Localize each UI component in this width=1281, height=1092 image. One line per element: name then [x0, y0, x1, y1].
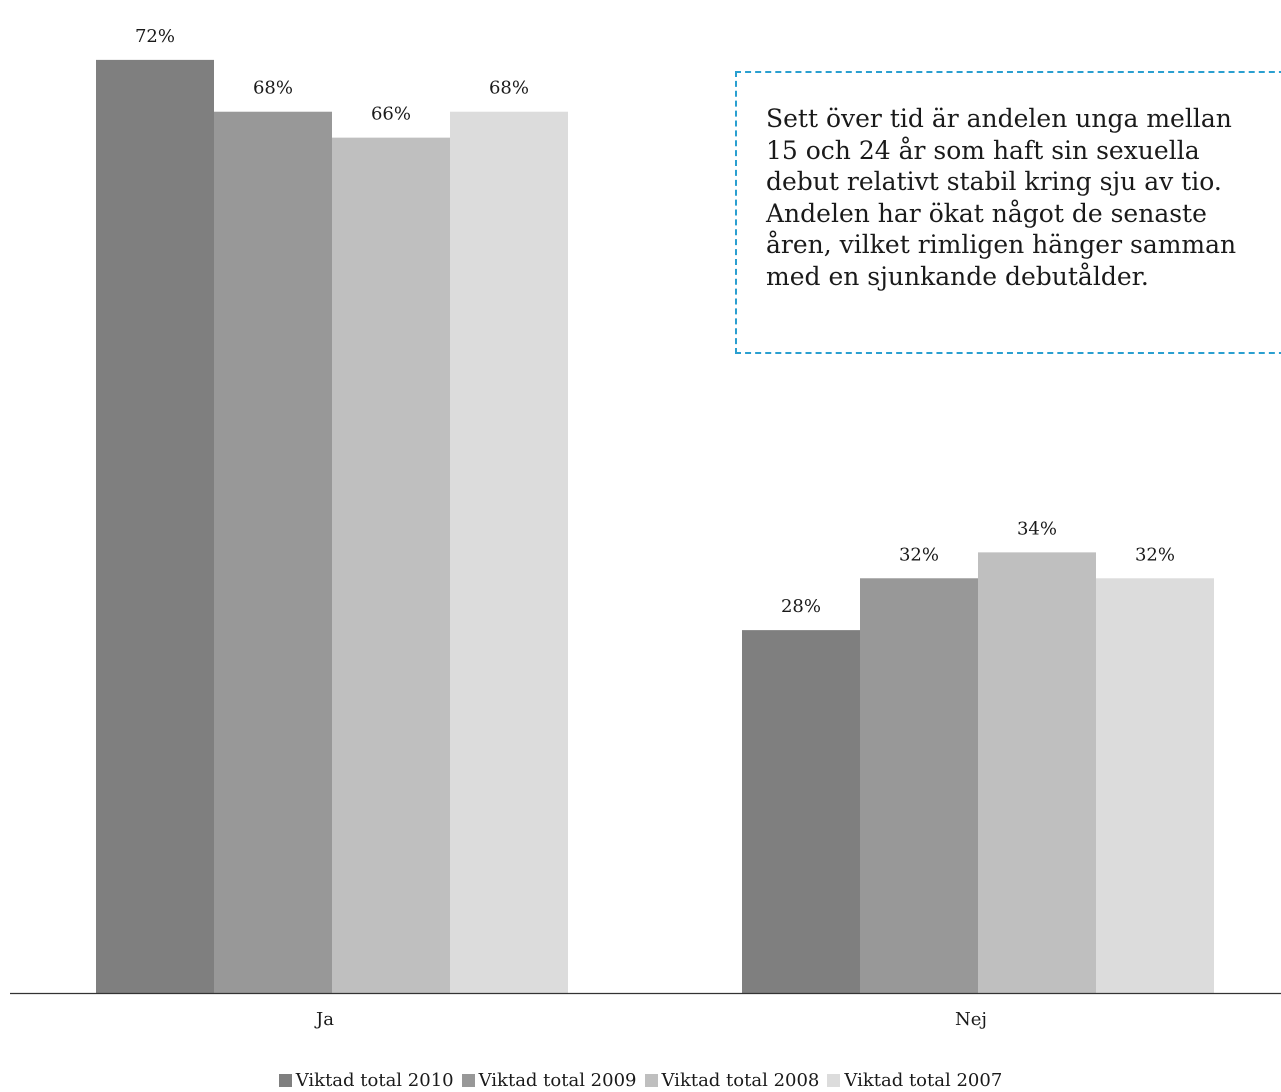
data-label: 32% — [899, 544, 939, 565]
legend-item: Viktad total 2010 — [278, 1070, 454, 1091]
legend-label: Viktad total 2009 — [478, 1070, 637, 1091]
annotation-text: Sett över tid är andelen unga mellan 15 … — [766, 104, 1237, 291]
legend-swatch — [644, 1074, 658, 1087]
legend-item: Viktad total 2008 — [644, 1070, 820, 1091]
bar-nej-1 — [742, 630, 860, 993]
x-tick-label: Nej — [955, 1009, 987, 1030]
bar-ja-2 — [214, 111, 332, 994]
bar-ja-4 — [450, 111, 568, 994]
data-label: 72% — [135, 26, 175, 47]
legend-swatch — [278, 1074, 292, 1087]
data-label: 66% — [371, 104, 411, 125]
data-label: 28% — [781, 596, 821, 617]
legend-swatch — [827, 1074, 841, 1087]
bar-nej-2 — [860, 578, 978, 993]
data-label: 68% — [253, 78, 293, 99]
legend-item: Viktad total 2007 — [827, 1070, 1002, 1091]
legend-label: Viktad total 2008 — [661, 1070, 820, 1091]
x-tick-label: Ja — [314, 1009, 334, 1030]
legend-label: Viktad total 2010 — [295, 1070, 454, 1091]
legend-item: Viktad total 2009 — [461, 1070, 637, 1091]
legend-swatch — [461, 1074, 475, 1087]
bar-nej-3 — [978, 552, 1096, 993]
bar-ja-3 — [332, 137, 450, 993]
bar-ja-1 — [96, 59, 214, 993]
legend-label: Viktad total 2007 — [844, 1070, 1003, 1091]
data-label: 68% — [489, 78, 529, 99]
annotation-callout: Sett över tid är andelen unga mellan 15 … — [735, 71, 1281, 354]
bar-nej-4 — [1096, 578, 1214, 993]
data-label: 34% — [1017, 518, 1057, 539]
data-label: 32% — [1135, 544, 1175, 565]
chart-legend: Viktad total 2010 Viktad total 2009 Viktad… — [0, 1070, 1281, 1091]
